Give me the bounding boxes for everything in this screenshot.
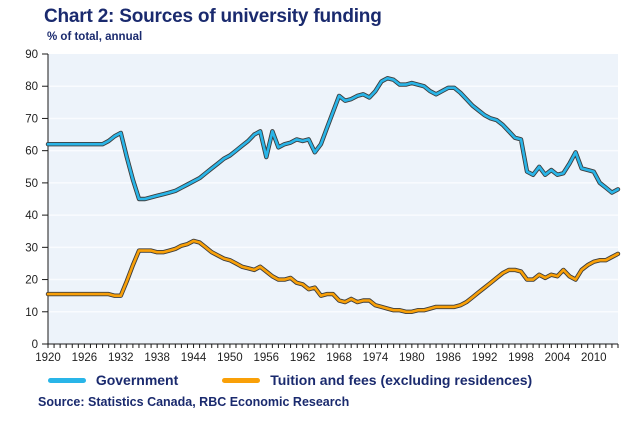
y-tick-label: 40 [25,210,38,222]
y-axis-ticks: 0 10 20 30 40 50 60 70 80 90 [25,49,48,351]
y-tick-label: 80 [25,81,38,93]
source-note: Source: Statistics Canada, RBC Economic … [38,395,350,409]
x-axis-ticks [47,344,619,348]
gridlines [48,85,618,313]
x-tick-label: 2004 [545,352,571,364]
y-tick-label: 20 [25,275,38,287]
tuition-line-swatch [222,377,261,383]
legend-label-government: Government [95,372,179,388]
x-tick-label: 1950 [217,352,243,364]
chart-subtitle: % of total, annual [47,31,143,43]
x-tick-label: 1932 [108,352,134,364]
x-tick-label: 1986 [435,352,461,364]
legend-item-government: Government [47,372,179,388]
chart-legend: Government Tuition and fees (excluding r… [0,372,630,388]
x-tick-label: 1938 [144,352,170,364]
government-line [46,76,620,201]
x-tick-label: 1992 [472,352,498,364]
y-tick-label: 50 [25,178,38,190]
y-tick-label: 60 [25,146,38,158]
x-tick-label: 1920 [35,352,61,364]
x-tick-label: 1926 [72,352,98,364]
x-tick-label: 1956 [254,352,280,364]
y-tick-label: 30 [25,242,38,254]
y-tick-label: 0 [32,339,38,351]
x-tick-label: 1998 [508,352,534,364]
x-tick-labels: 1920 1926 1932 1938 1944 1950 1956 1962 1968 1974… [35,352,606,364]
x-tick-label: 1968 [326,352,352,364]
tuition-and-fees-line [46,239,620,314]
y-tick-label: 70 [25,113,38,125]
y-tick-label: 90 [25,49,38,61]
x-tick-label: 2010 [581,352,607,364]
page-title: Chart 2: Sources of university funding [44,6,382,27]
legend-label-tuition: Tuition and fees (excluding residences) [270,372,533,388]
x-tick-label: 1974 [363,352,389,364]
y-tick-label: 10 [25,307,38,319]
x-tick-label: 1944 [181,352,207,364]
plot-area [48,54,618,344]
government-line-swatch [47,377,86,383]
x-tick-label: 1962 [290,352,316,364]
legend-item-tuition: Tuition and fees (excluding residences) [222,372,532,388]
x-tick-label: 1980 [399,352,425,364]
